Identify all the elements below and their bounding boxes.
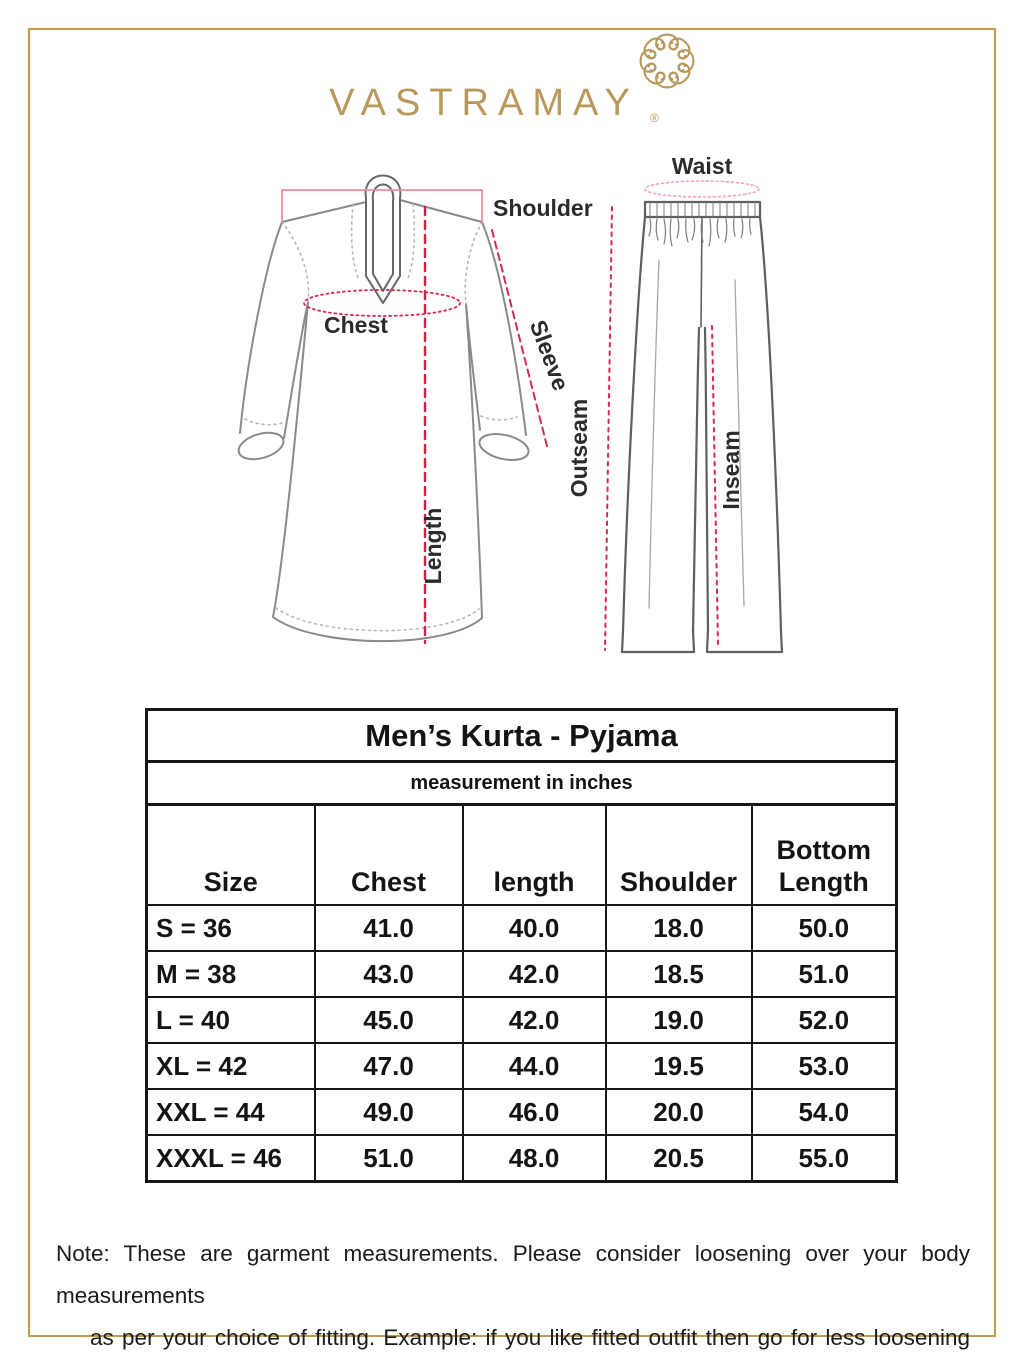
shoulder-cell: 20.5 [604, 1134, 753, 1183]
length-cell: 42.0 [461, 950, 607, 998]
note-line-2: as per your choice of fitting. Example: … [90, 1325, 970, 1350]
column-header-chest: Chest [313, 803, 464, 906]
size-cell: S = 36 [145, 904, 316, 952]
drawstrings [648, 218, 752, 247]
shoulder-cell: 18.0 [604, 904, 753, 952]
column-header-shoulder: Shoulder [604, 803, 753, 906]
bottom-length-cell: 51.0 [750, 950, 898, 998]
registered-mark: ® [650, 111, 659, 125]
label-inseam: Inseam [718, 430, 744, 509]
waistband-elastic [649, 202, 756, 217]
shoulder-measure-bracket [281, 189, 483, 223]
label-sleeve: Sleeve [525, 317, 574, 394]
table-row: XXL = 44 49.0 46.0 20.0 54.0 [145, 1088, 898, 1136]
label-chest: Chest [324, 312, 388, 338]
waist-measure-ellipse [644, 180, 760, 198]
length-cell: 44.0 [461, 1042, 607, 1090]
brand-emblem-icon [639, 33, 695, 89]
note-line-1: Note: These are garment measurements. Pl… [56, 1241, 970, 1308]
label-outseam: Outseam [566, 399, 592, 497]
column-header-size: Size [145, 803, 316, 906]
garment-measurement-diagram: Shoulder Chest Sleeve Length Waist Outse… [237, 153, 784, 654]
chest-measure-ellipse [303, 289, 461, 317]
size-cell: XXXL = 46 [145, 1134, 316, 1183]
size-cell: XXL = 44 [145, 1088, 316, 1136]
table-row: XL = 42 47.0 44.0 19.5 53.0 [145, 1042, 898, 1090]
brand-logo-inner: VASTRAMAY ® [329, 33, 695, 125]
bottom-length-cell: 55.0 [750, 1134, 898, 1183]
size-cell: XL = 42 [145, 1042, 316, 1090]
table-subtitle-row: measurement in inches [145, 760, 898, 806]
label-waist: Waist [672, 153, 733, 179]
kurta-collar [364, 174, 402, 304]
inseam-measure-line [711, 325, 719, 646]
bottom-length-cell: 54.0 [750, 1088, 898, 1136]
size-cell: M = 38 [145, 950, 316, 998]
chest-cell: 47.0 [313, 1042, 464, 1090]
pyjama-creases [648, 259, 745, 609]
table-header-row: Size Chest length Shoulder Bottom Length [145, 803, 898, 906]
bottom-length-cell: 53.0 [750, 1042, 898, 1090]
table-row: XXXL = 46 51.0 48.0 20.5 55.0 [145, 1134, 898, 1183]
length-cell: 42.0 [461, 996, 607, 1044]
length-cell: 48.0 [461, 1134, 607, 1183]
column-header-bottom-length: Bottom Length [750, 803, 898, 906]
shoulder-cell: 20.0 [604, 1088, 753, 1136]
label-length: Length [420, 508, 446, 585]
table-row: L = 40 45.0 42.0 19.0 52.0 [145, 996, 898, 1044]
sleeve-measure-line [491, 229, 549, 451]
label-shoulder: Shoulder [493, 195, 593, 221]
length-cell: 46.0 [461, 1088, 607, 1136]
size-chart-table: Men’s Kurta - Pyjama measurement in inch… [145, 708, 899, 1183]
table-title: Men’s Kurta - Pyjama [145, 708, 898, 763]
chest-cell: 41.0 [313, 904, 464, 952]
chest-cell: 49.0 [313, 1088, 464, 1136]
outseam-measure-line [604, 206, 613, 651]
pyjama-outline [620, 200, 784, 654]
brand-logo: VASTRAMAY ® [0, 33, 1024, 125]
length-cell: 40.0 [461, 904, 607, 952]
column-header-length: length [461, 803, 607, 906]
table-row: S = 36 41.0 40.0 18.0 50.0 [145, 904, 898, 952]
table-row: M = 38 43.0 42.0 18.5 51.0 [145, 950, 898, 998]
size-cell: L = 40 [145, 996, 316, 1044]
bottom-length-cell: 52.0 [750, 996, 898, 1044]
bottom-length-cell: 50.0 [750, 904, 898, 952]
chest-cell: 43.0 [313, 950, 464, 998]
shoulder-cell: 18.5 [604, 950, 753, 998]
brand-wordmark: VASTRAMAY [329, 82, 639, 124]
shoulder-cell: 19.5 [604, 1042, 753, 1090]
chest-cell: 45.0 [313, 996, 464, 1044]
kurta-stitching [244, 203, 518, 632]
kurta-outline [237, 199, 530, 643]
chest-cell: 51.0 [313, 1134, 464, 1183]
table-subtitle: measurement in inches [145, 760, 898, 806]
shoulder-cell: 19.0 [604, 996, 753, 1044]
note-text: Note: These are garment measurements. Pl… [56, 1233, 970, 1359]
table-title-row: Men’s Kurta - Pyjama [145, 708, 898, 763]
